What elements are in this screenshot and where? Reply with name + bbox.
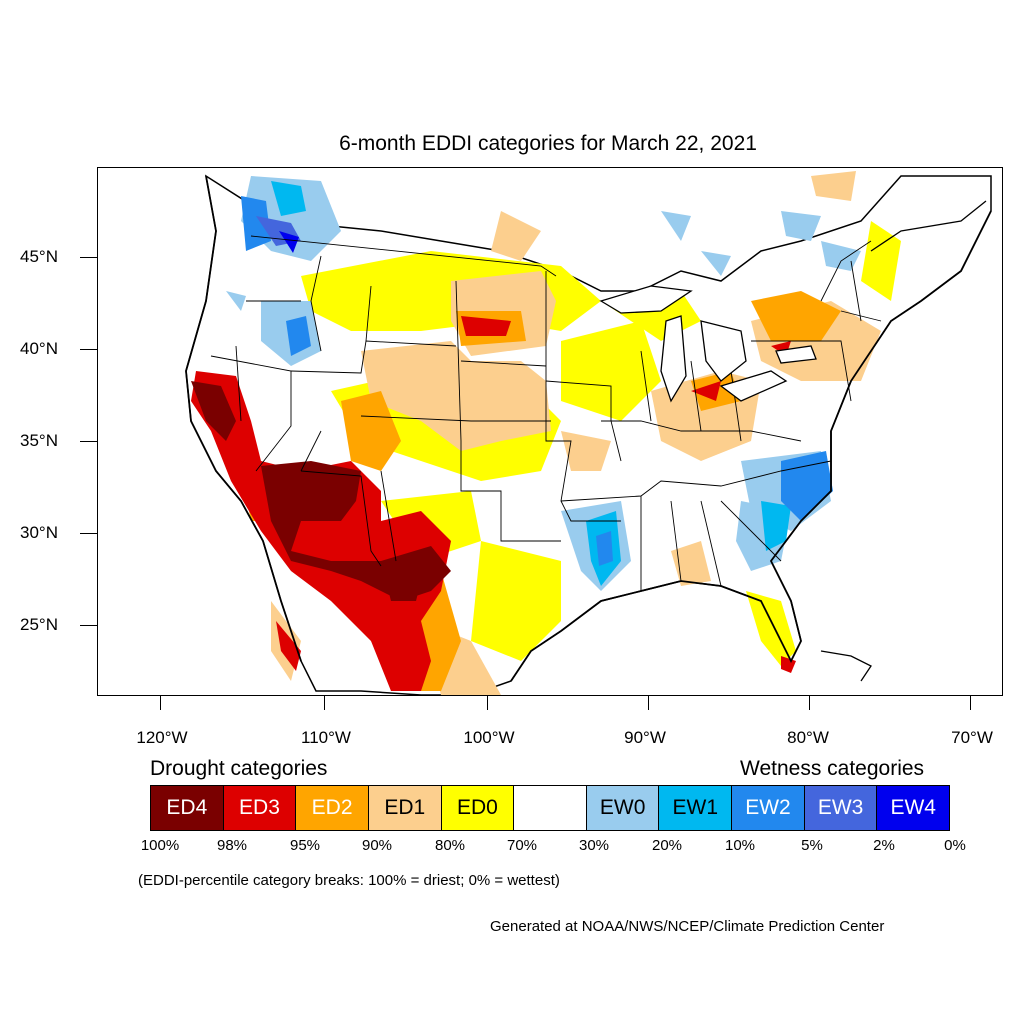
great-lakes <box>599 285 817 403</box>
lat-label-40: 40°N <box>20 339 58 358</box>
credit-line: Generated at NOAA/NWS/NCEP/Climate Predi… <box>490 918 885 935</box>
percentile-label: 30% <box>578 837 610 854</box>
legend-cell-normal <box>514 786 587 830</box>
ed4-regions <box>191 381 451 601</box>
legend-cell-ed4: ED4 <box>151 786 224 830</box>
lat-label-35: 35°N <box>20 431 58 450</box>
percentile-label: 10% <box>724 837 756 854</box>
legend-cell-ed2: ED2 <box>296 786 369 830</box>
west-coast-line <box>185 175 302 662</box>
lat-tick <box>80 349 97 350</box>
lon-label-120: 120°W <box>136 728 188 747</box>
map-svg <box>185 171 992 695</box>
lon-label-80: 80°W <box>787 728 829 747</box>
cuba-coast-line <box>820 650 872 682</box>
lon-label-110: 110°W <box>301 728 351 747</box>
percentile-label: 2% <box>873 837 895 854</box>
percentile-label: 70% <box>506 837 538 854</box>
lon-tick <box>160 696 161 710</box>
drought-heading: Drought categories <box>150 757 328 780</box>
lon-tick <box>324 696 325 710</box>
lat-label-30: 30°N <box>20 523 58 542</box>
lon-label-100: 100°W <box>463 728 515 747</box>
legend-cell-ed1: ED1 <box>368 786 442 830</box>
lat-label-25: 25°N <box>20 615 58 634</box>
percentile-label: 90% <box>361 837 393 854</box>
east-gulf-coast-line <box>510 210 992 682</box>
lon-tick <box>487 696 488 710</box>
legend-colorbar: ED4 ED3 ED2 ED1 ED0 EW0 EW1 EW2 EW3 EW4 <box>150 785 950 831</box>
legend-cell-ed3: ED3 <box>223 786 297 830</box>
lon-tick <box>970 696 971 710</box>
percentile-label: 100% <box>140 837 180 854</box>
map-title: 6-month EDDI categories for March 22, 20… <box>339 132 757 155</box>
legend-cell-ew3: EW3 <box>804 786 878 830</box>
wetness-heading: Wetness categories <box>740 757 925 780</box>
lon-label-70: 70°W <box>951 728 993 747</box>
legend-cell-ew0: EW0 <box>586 786 660 830</box>
legend-cell-ew1: EW1 <box>659 786 733 830</box>
ew3-ew4-regions <box>256 216 301 253</box>
legend-cell-ed0: ED0 <box>441 786 515 830</box>
lon-tick <box>648 696 649 710</box>
ew1-regions <box>271 181 791 586</box>
percentile-label: 0% <box>944 837 966 854</box>
percentile-label: 98% <box>216 837 248 854</box>
lat-tick <box>80 257 97 258</box>
percentile-label: 5% <box>801 837 823 854</box>
lat-label-45: 45°N <box>20 247 58 266</box>
map-panel <box>97 167 1003 696</box>
legend-cell-ew2: EW2 <box>732 786 805 830</box>
lon-tick <box>809 696 810 710</box>
lat-tick <box>80 441 97 442</box>
lat-tick <box>80 533 97 534</box>
state-boundaries <box>210 235 882 591</box>
canada-coast-line <box>870 200 987 252</box>
percentile-label: 95% <box>289 837 321 854</box>
percentile-label: 20% <box>651 837 683 854</box>
lat-tick <box>80 625 97 626</box>
legend-cell-ew4: EW4 <box>877 786 950 830</box>
lon-label-90: 90°W <box>624 728 666 747</box>
category-note: (EDDI-percentile category breaks: 100% =… <box>138 872 560 889</box>
percentile-label: 80% <box>434 837 466 854</box>
